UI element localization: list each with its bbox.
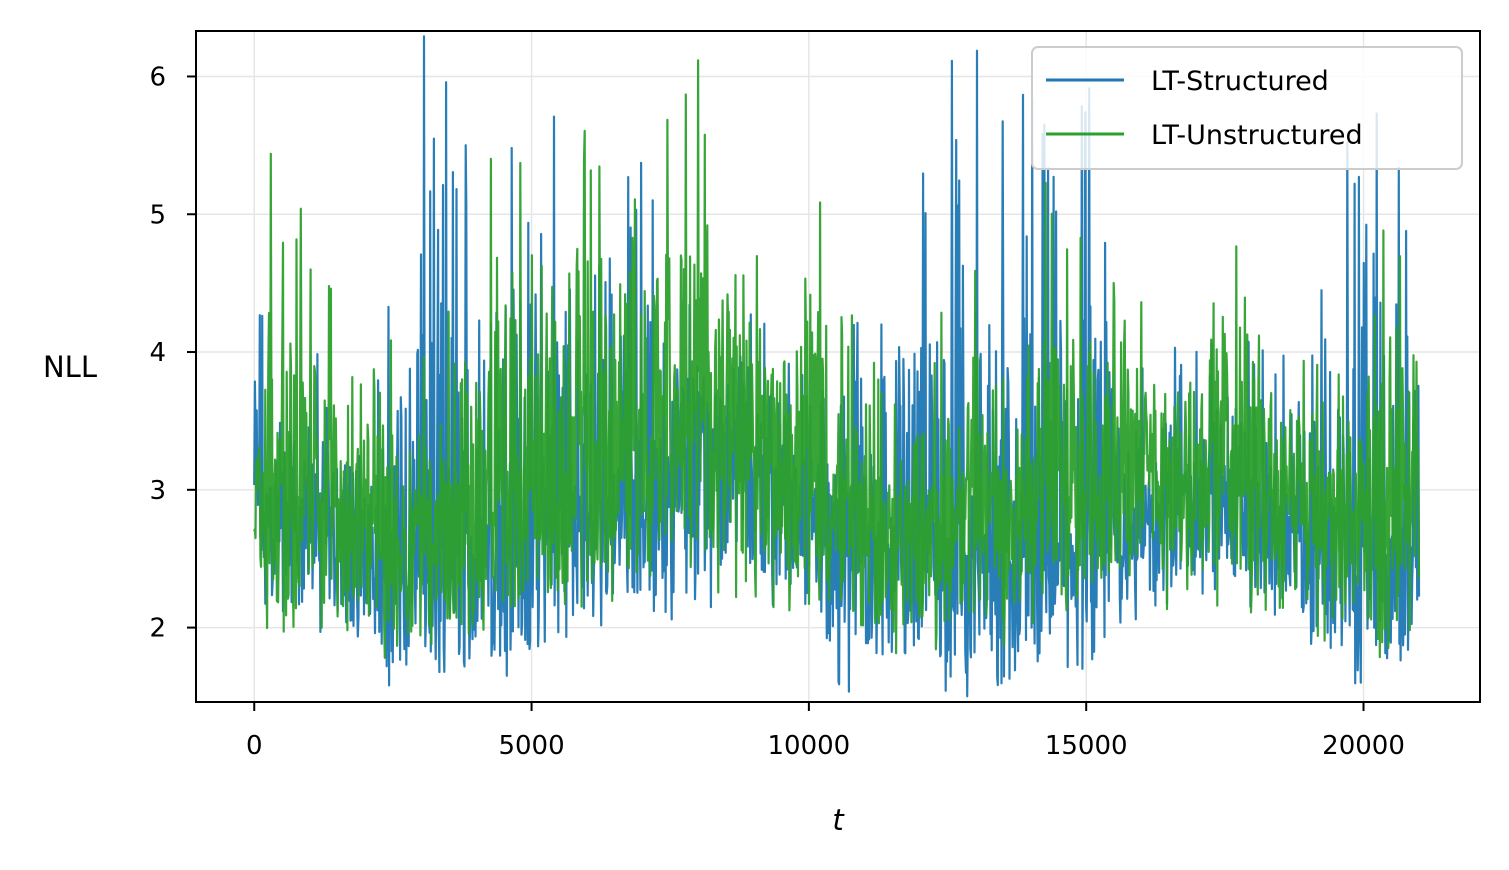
x-tick-label-3: 15000 [1045, 731, 1128, 761]
y-tick-label-1: 3 [149, 476, 166, 506]
tick-layer: 0 5000 10000 15000 20000 2 3 4 5 6 [149, 62, 1404, 761]
series-line-lt-unstructured [253, 59, 1421, 659]
legend-label-lt-unstructured: LT-Unstructured [1151, 120, 1363, 151]
x-tick-label-1: 5000 [498, 731, 564, 761]
plot-frame [195, 30, 1481, 703]
y-tick-label-0: 2 [149, 614, 166, 644]
legend-box [1031, 46, 1463, 170]
series-layer [253, 35, 1421, 698]
y-tick-label-4: 6 [149, 62, 166, 92]
y-axis-label: NLL [43, 350, 97, 384]
x-axis-label: t [832, 803, 845, 837]
y-tick-label-3: 5 [149, 200, 166, 230]
x-tick-label-2: 10000 [768, 731, 851, 761]
legend: LT-Structured LT-Unstructured [1031, 46, 1463, 170]
x-tick-label-0: 0 [246, 731, 263, 761]
x-tick-label-4: 20000 [1322, 731, 1405, 761]
legend-label-lt-structured: LT-Structured [1151, 66, 1329, 97]
y-tick-label-2: 4 [149, 338, 166, 368]
